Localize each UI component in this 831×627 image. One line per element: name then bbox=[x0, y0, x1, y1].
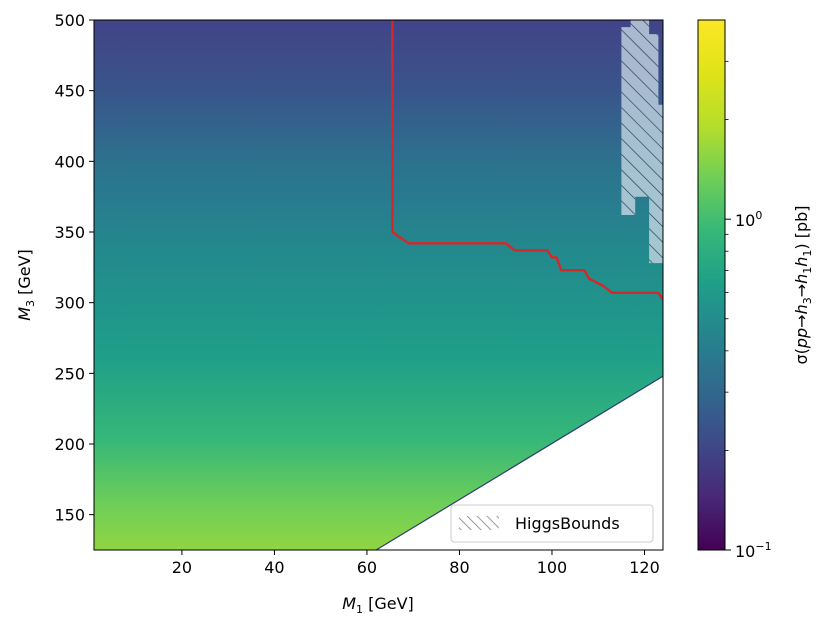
plot-frame bbox=[93, 19, 664, 551]
legend-label-higgsbounds: HiggsBounds bbox=[515, 514, 620, 533]
y-tick-label: 400 bbox=[54, 152, 85, 171]
y-tick-label: 150 bbox=[54, 506, 85, 525]
x-tick-label: 80 bbox=[449, 558, 469, 577]
x-tick-label: 60 bbox=[357, 558, 377, 577]
x-tick-label: 40 bbox=[264, 558, 284, 577]
y-tick-label: 250 bbox=[54, 364, 85, 383]
x-axis-ticks: 20 40 60 80 100 120 bbox=[172, 550, 660, 577]
x-axis-label: M1 [GeV] bbox=[342, 594, 414, 616]
exclusion-contour-line bbox=[391, 20, 663, 301]
x-tick-label: 100 bbox=[537, 558, 568, 577]
colorbar-tick-label: 10−1 bbox=[735, 540, 772, 561]
legend-hatch-swatch bbox=[459, 516, 499, 530]
y-axis-ticks: 150 200 250 300 350 400 450 500 bbox=[54, 11, 94, 525]
y-tick-label: 200 bbox=[54, 435, 85, 454]
x-tick-label: 20 bbox=[172, 558, 192, 577]
y-tick-label: 450 bbox=[54, 82, 85, 101]
higgsbounds-region-hatch bbox=[621, 20, 663, 264]
legend-box bbox=[450, 504, 654, 543]
legend: HiggsBounds bbox=[450, 504, 654, 543]
x-tick-label: 120 bbox=[629, 558, 660, 577]
colorbar-gradient-bar bbox=[697, 19, 726, 551]
colorbar-tick-label: 100 bbox=[735, 209, 762, 230]
y-tick-label: 300 bbox=[54, 294, 85, 313]
y-tick-label: 500 bbox=[54, 11, 85, 30]
y-axis-label: M3 [GeV] bbox=[15, 249, 37, 321]
plot-area bbox=[94, 20, 663, 550]
colorbar: 10−1 100 σ(pp→h3→h1h1) [pb] bbox=[697, 19, 814, 561]
kinematic-boundary-line bbox=[375, 375, 663, 550]
colorbar-ticks: 10−1 100 bbox=[725, 60, 772, 561]
colorbar-label: σ(pp→h3→h1h1) [pb] bbox=[792, 205, 814, 364]
y-tick-label: 350 bbox=[54, 223, 85, 242]
